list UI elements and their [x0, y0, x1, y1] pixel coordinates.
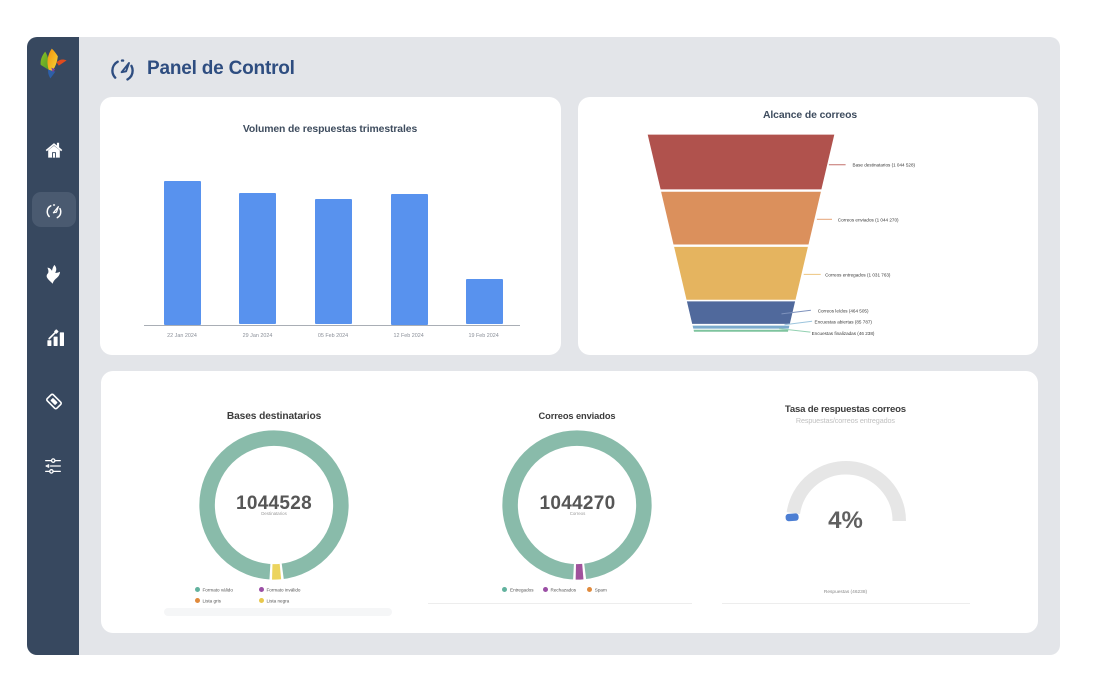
svg-text:Correos entregados (1 031 763): Correos entregados (1 031 763) [825, 272, 891, 277]
svg-text:Base destinatarios (1 044 528): Base destinatarios (1 044 528) [853, 163, 916, 168]
svg-text:Correos leídos (464 505): Correos leídos (464 505) [818, 309, 869, 314]
svg-text:Encuestas finalizadas (46 238): Encuestas finalizadas (46 238) [812, 331, 875, 336]
svg-text:Correos enviados (1 044 270): Correos enviados (1 044 270) [838, 217, 899, 222]
svg-text:Encuestas abiertas (85 787): Encuestas abiertas (85 787) [815, 320, 873, 325]
